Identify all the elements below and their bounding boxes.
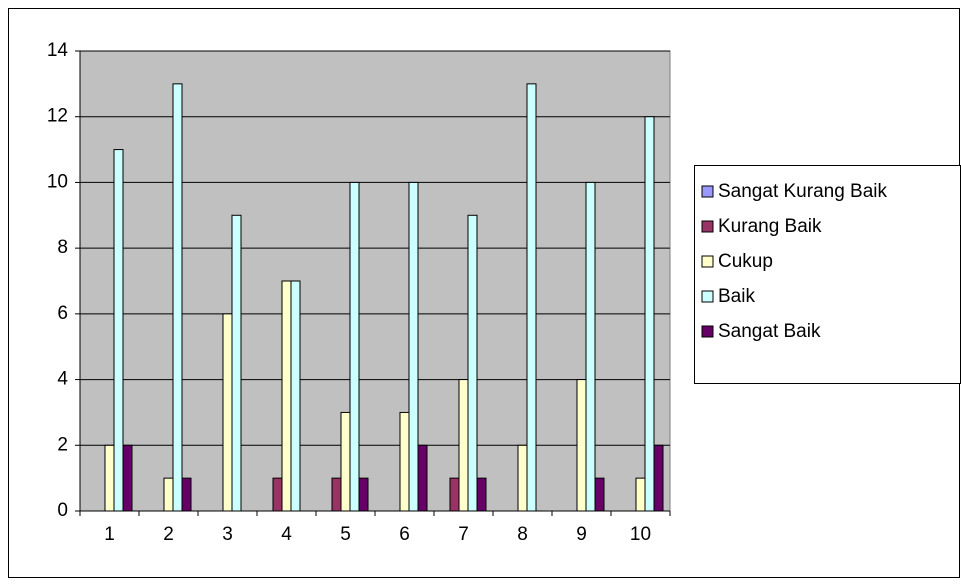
- bar: [164, 478, 173, 511]
- bar: [105, 445, 114, 511]
- x-tick-label: 9: [576, 524, 587, 545]
- legend-swatch: [702, 291, 713, 302]
- x-tick-label: 5: [340, 524, 351, 545]
- bar: [173, 84, 182, 511]
- bar: [359, 478, 368, 511]
- bar: [123, 445, 132, 511]
- legend-swatch: [702, 221, 713, 232]
- bar: [332, 478, 341, 511]
- legend-label: Cukup: [718, 251, 773, 272]
- y-tick-label: 2: [57, 434, 68, 455]
- chart: 0246810121412345678910Sangat Kurang Baik…: [0, 0, 961, 586]
- bar: [459, 380, 468, 511]
- bar: [645, 117, 654, 511]
- bar: [450, 478, 459, 511]
- legend-swatch: [702, 186, 713, 197]
- legend-swatch: [702, 326, 713, 337]
- y-tick-label: 0: [57, 500, 68, 521]
- y-tick-label: 6: [57, 303, 68, 324]
- bar: [468, 215, 477, 511]
- x-tick-label: 4: [281, 524, 292, 545]
- x-tick-label: 10: [630, 524, 651, 545]
- bar: [654, 445, 663, 511]
- bar: [418, 445, 427, 511]
- legend-label: Sangat Kurang Baik: [718, 181, 888, 202]
- bar: [518, 445, 527, 511]
- bar: [409, 182, 418, 511]
- x-tick-label: 1: [104, 524, 115, 545]
- bar: [527, 84, 536, 511]
- bar: [273, 478, 282, 511]
- bar: [636, 478, 645, 511]
- bar: [223, 314, 232, 511]
- legend-label: Sangat Baik: [718, 321, 821, 342]
- x-tick-label: 2: [163, 524, 174, 545]
- legend-label: Baik: [718, 286, 755, 307]
- bar: [114, 150, 123, 511]
- x-tick-label: 8: [517, 524, 528, 545]
- bar: [586, 182, 595, 511]
- y-tick-label: 10: [47, 171, 68, 192]
- bar: [595, 478, 604, 511]
- legend-label: Kurang Baik: [718, 216, 822, 237]
- y-tick-label: 14: [47, 40, 69, 61]
- x-tick-label: 7: [458, 524, 469, 545]
- y-tick-label: 4: [57, 369, 68, 390]
- bar: [282, 281, 291, 511]
- bar: [577, 380, 586, 511]
- bar: [400, 412, 409, 511]
- bar: [232, 215, 241, 511]
- x-tick-label: 3: [222, 524, 233, 545]
- y-tick-label: 12: [47, 106, 68, 127]
- bar: [182, 478, 191, 511]
- bar: [477, 478, 486, 511]
- bar: [350, 182, 359, 511]
- bar: [341, 412, 350, 511]
- x-tick-label: 6: [399, 524, 410, 545]
- legend-swatch: [702, 256, 713, 267]
- y-tick-label: 8: [57, 237, 68, 258]
- bar: [291, 281, 300, 511]
